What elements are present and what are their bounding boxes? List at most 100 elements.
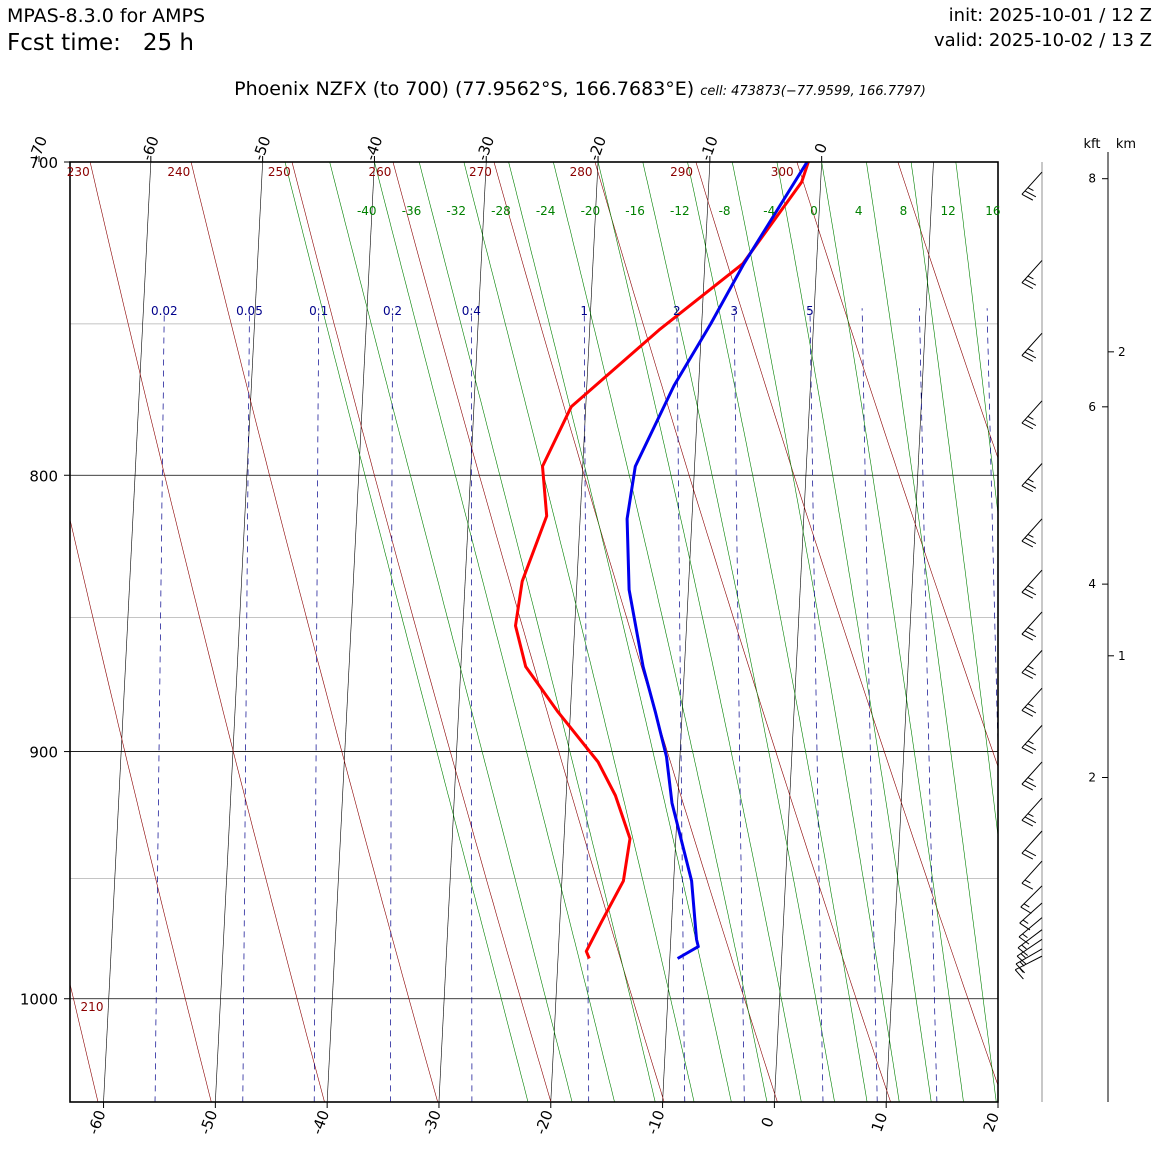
- mixing-ratio-label: 0.02: [151, 304, 178, 318]
- mixing-ratio-line: [154, 308, 165, 1102]
- moist-adiabat-line: [374, 162, 615, 1102]
- isotherm-line: [550, 162, 599, 1102]
- isotherm-line: [103, 162, 152, 1102]
- moist-adiabat-line: [284, 162, 529, 1102]
- isotherm-line: [774, 162, 822, 1102]
- km-tick-label: 1: [1118, 649, 1126, 663]
- diagram-labels: 220230240250260270280290300210-40-36-32-…: [67, 165, 1001, 1014]
- moist-adiabat-label: -16: [625, 204, 645, 218]
- wind-barb: [1021, 830, 1043, 860]
- wind-barb: [1018, 917, 1043, 945]
- kft-tick-label: 6: [1088, 400, 1096, 414]
- wind-barb: [1021, 611, 1043, 641]
- moist-adiabat-label: -36: [402, 204, 422, 218]
- mixing-ratio-line: [471, 308, 473, 1102]
- wind-barb: [1021, 171, 1043, 201]
- isotherm-top-label: 0: [811, 141, 831, 156]
- mixing-ratio-line: [390, 308, 393, 1102]
- wind-barb: [1021, 860, 1043, 890]
- wind-barb: [1017, 929, 1043, 956]
- dewpoint-profile: [625, 162, 809, 960]
- temperature-tick-label: 10: [868, 1110, 891, 1134]
- isotherm-top-label: -20: [585, 134, 610, 163]
- moist-adiabat-label: -4: [763, 204, 775, 218]
- mixing-ratio-label: 3: [730, 304, 738, 318]
- km-axis-label: km: [1116, 137, 1136, 152]
- dry-adiabat-line: [796, 162, 998, 768]
- isotherm-line: [885, 162, 934, 1102]
- isotherm-top-label: -30: [473, 134, 498, 163]
- wind-barb: [1021, 463, 1043, 493]
- moist-adiabat-label: -20: [581, 204, 601, 218]
- kft-tick-label: 8: [1088, 172, 1096, 186]
- plot-frame: [69, 161, 999, 1103]
- mixing-ratio-label: 5: [806, 304, 814, 318]
- init-time: init: 2025-10-01 / 12 Z: [948, 5, 1152, 26]
- moist-adiabat-label: -32: [446, 204, 466, 218]
- temperature-tick-label: -20: [531, 1108, 556, 1137]
- moist-adiabat-label: -28: [491, 204, 511, 218]
- mixing-ratio-label: 0.2: [383, 304, 402, 318]
- moist-adiabat-label: -8: [719, 204, 731, 218]
- moist-adiabat-line: [508, 162, 732, 1102]
- pressure-tick-label: 1000: [20, 991, 58, 1009]
- moist-adiabat-label: 0: [810, 204, 818, 218]
- mixing-ratio-line: [919, 308, 938, 1102]
- moist-adiabat-label: 4: [855, 204, 863, 218]
- isotherm-line: [997, 1096, 998, 1102]
- dry-adiabat-line: [89, 162, 325, 1102]
- temperature-tick-label: -60: [84, 1108, 109, 1137]
- moist-adiabat-line: [955, 162, 998, 517]
- height-and-wind-panel: kft km 8 6 4 2 2 1: [1014, 137, 1136, 1102]
- moist-adiabat-label: -40: [357, 204, 377, 218]
- pressure-tick-label: 900: [29, 744, 58, 762]
- isotherm-line: [1106, 94, 1160, 1160]
- moist-adiabat-line: [642, 162, 835, 1102]
- valid-time: valid: 2025-10-02 / 13 Z: [934, 30, 1152, 51]
- mixing-ratio-line: [583, 308, 590, 1102]
- dry-adiabat-line: [291, 162, 552, 1102]
- dry-adiabat-label: 230: [67, 165, 90, 179]
- dry-adiabat-label: 300: [771, 165, 794, 179]
- wind-barb: [1020, 885, 1043, 914]
- dry-adiabat-label: 280: [570, 165, 593, 179]
- kft-tick-label: 2: [1088, 770, 1096, 784]
- dry-adiabat-label: 250: [268, 165, 291, 179]
- wind-barb: [1015, 948, 1043, 974]
- wind-barb: [1021, 260, 1043, 289]
- dry-adiabat-label: 240: [167, 165, 190, 179]
- forecast-time-value: 25 h: [142, 30, 194, 56]
- dry-adiabat-label: 270: [469, 165, 492, 179]
- dry-adiabat-label: 260: [368, 165, 391, 179]
- moist-adiabat-line: [418, 162, 656, 1102]
- mixing-ratio-line: [861, 308, 878, 1102]
- moist-adiabat-line: [821, 162, 964, 1102]
- pressure-tick-label: 800: [29, 467, 58, 485]
- mixing-ratio-label: 0.1: [309, 304, 328, 318]
- temperature-tick-label: 0: [758, 1115, 778, 1130]
- temperature-profile: [514, 162, 810, 960]
- mixing-ratio-line: [1037, 308, 1060, 1135]
- isotherm-line: [662, 162, 711, 1102]
- moist-adiabat-line: [1001, 162, 1103, 1135]
- pressure-tick-label: 700: [29, 154, 58, 172]
- wind-barb: [1021, 761, 1043, 791]
- mixing-ratio-line: [733, 308, 745, 1102]
- dry-adiabat-line: [70, 518, 212, 1102]
- moist-adiabat-line: [463, 162, 695, 1102]
- dry-adiabat-line: [695, 162, 998, 1087]
- moist-adiabat-label: 12: [941, 204, 956, 218]
- wind-barb: [1019, 902, 1043, 931]
- isotherm-top-label: -10: [697, 134, 722, 163]
- moist-adiabat-line: [597, 162, 802, 1102]
- moist-adiabat-label: 16: [985, 204, 1000, 218]
- wind-barb: [1021, 687, 1043, 717]
- wind-barb: [1014, 955, 1043, 980]
- isotherm-line: [438, 162, 487, 1102]
- dry-adiabat-line: [190, 162, 439, 1102]
- km-tick-label: 2: [1118, 345, 1126, 359]
- kft-tick-label: 4: [1088, 577, 1096, 591]
- isotherm-line: [215, 162, 263, 1102]
- dry-adiabat-line: [897, 162, 998, 460]
